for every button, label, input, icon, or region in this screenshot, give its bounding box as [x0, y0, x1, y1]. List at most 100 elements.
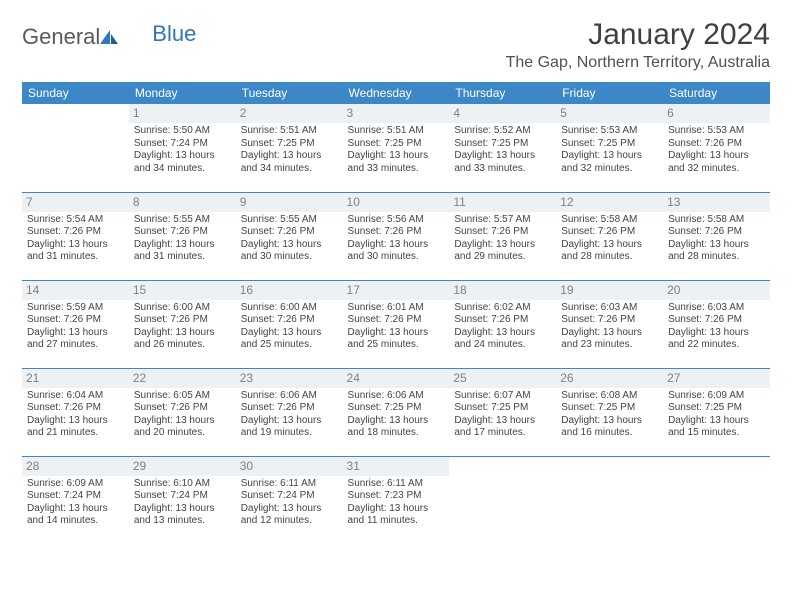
calendar-day-cell: 11Sunrise: 5:57 AMSunset: 7:26 PMDayligh… — [449, 192, 556, 280]
calendar-day-cell: 5Sunrise: 5:53 AMSunset: 7:25 PMDaylight… — [556, 104, 663, 192]
day-info-line: Sunrise: 6:06 AM — [241, 390, 338, 403]
day-info-line: Sunrise: 6:05 AM — [134, 390, 231, 403]
day-number: 14 — [22, 281, 129, 300]
calendar-day-cell: 17Sunrise: 6:01 AMSunset: 7:26 PMDayligh… — [343, 280, 450, 368]
day-info-line: Sunrise: 5:53 AM — [668, 125, 765, 138]
day-info-line: Daylight: 13 hours and 30 minutes. — [241, 239, 338, 264]
calendar-day-cell: 7Sunrise: 5:54 AMSunset: 7:26 PMDaylight… — [22, 192, 129, 280]
day-number: 27 — [663, 369, 770, 388]
day-info-line: Sunset: 7:26 PM — [27, 314, 124, 327]
day-info-line: Sunset: 7:26 PM — [241, 314, 338, 327]
calendar-day-cell: 31 Sunrise: 6:11 AMSunset: 7:23 PMDayligh… — [343, 456, 450, 544]
weekday-header: Friday — [556, 82, 663, 104]
calendar-week-row: 14Sunrise: 5:59 AMSunset: 7:26 PMDayligh… — [22, 280, 770, 368]
day-info-line: Sunset: 7:23 PM — [348, 490, 445, 503]
calendar-day-cell: 10Sunrise: 5:56 AMSunset: 7:26 PMDayligh… — [343, 192, 450, 280]
calendar-day-cell: 3Sunrise: 5:51 AMSunset: 7:25 PMDaylight… — [343, 104, 450, 192]
day-info-line: Daylight: 13 hours and 28 minutes. — [668, 239, 765, 264]
calendar-week-row: 28 Sunrise: 6:09 AMSunset: 7:24 PM Dayligh… — [22, 456, 770, 544]
day-info-line: Daylight: 13 hours and 25 minutes. — [348, 327, 445, 352]
day-info-line: Sunrise: 5:54 AM — [27, 214, 124, 227]
day-info-line: Sunrise: 6:09 AM — [27, 478, 124, 491]
calendar-day-cell: 25Sunrise: 6:07 AMSunset: 7:25 PMDayligh… — [449, 368, 556, 456]
calendar-day-cell: 28Sunrise: 6:09 AMSunset: 7:24 PMDayligh… — [22, 456, 129, 544]
calendar-day-cell: 21Sunrise: 6:04 AMSunset: 7:26 PMDayligh… — [22, 368, 129, 456]
day-number: 3 — [343, 104, 450, 123]
calendar-day-cell: 30Sunrise: 6:11 AMSunset: 7:24 PMDayligh… — [236, 456, 343, 544]
calendar-day-cell: 23Sunrise: 6:06 AMSunset: 7:26 PMDayligh… — [236, 368, 343, 456]
day-info-line: Daylight: 13 hours and 16 minutes. — [561, 415, 658, 440]
calendar-day-cell: 4Sunrise: 5:52 AMSunset: 7:25 PMDaylight… — [449, 104, 556, 192]
day-info-line: Sunrise: 5:55 AM — [134, 214, 231, 227]
day-info-line: Sunset: 7:25 PM — [561, 138, 658, 151]
day-info-line: Sunset: 7:26 PM — [348, 314, 445, 327]
day-info-line: Sunrise: 6:11 AM — [348, 478, 445, 491]
day-info-line: Daylight: 13 hours and 31 minutes. — [134, 239, 231, 264]
title-block: January 2024 The Gap, Northern Territory… — [506, 18, 770, 78]
day-info-line: Daylight: 13 hours and 30 minutes. — [348, 239, 445, 264]
day-number: 29 — [129, 457, 236, 476]
calendar-day-cell: 16 Sunrise: 6:00 AMSunset: 7:26 PMDayligh… — [236, 280, 343, 368]
day-number: 12 — [556, 193, 663, 212]
calendar-day-cell: 29Sunrise: 6:10 AMSunset: 7:24 PMDayligh… — [129, 456, 236, 544]
day-info-line: Sunrise: 5:55 AM — [241, 214, 338, 227]
calendar-week-row: 7Sunrise: 5:54 AMSunset: 7:26 PMDaylight… — [22, 192, 770, 280]
day-info-line: Sunset: 7:26 PM — [668, 226, 765, 239]
weekday-header: Thursday — [449, 82, 556, 104]
day-info-line: Sunset: 7:26 PM — [134, 226, 231, 239]
calendar-week-row: 21Sunrise: 6:04 AMSunset: 7:26 PMDayligh… — [22, 368, 770, 456]
day-info-line: Sunset: 7:24 PM — [27, 490, 124, 503]
day-number: 30 — [236, 457, 343, 476]
day-info-line: Sunset: 7:26 PM — [134, 314, 231, 327]
calendar-day-cell: 1Sunrise: 5:50 AMSunset: 7:24 PMDaylight… — [129, 104, 236, 192]
day-number: 28 — [22, 457, 129, 476]
day-number: 31 — [343, 457, 450, 476]
day-info-line: Sunrise: 6:06 AM — [348, 390, 445, 403]
day-number: 11 — [449, 193, 556, 212]
day-info-line: Sunrise: 5:57 AM — [454, 214, 551, 227]
day-info-line: Sunset: 7:26 PM — [241, 402, 338, 415]
day-info-line: Sunrise: 6:03 AM — [668, 302, 765, 315]
day-info-line: Sunset: 7:26 PM — [668, 314, 765, 327]
day-info-line: Daylight: 13 hours and 31 minutes. — [27, 239, 124, 264]
calendar-day-cell — [22, 104, 129, 192]
weekday-header: Tuesday — [236, 82, 343, 104]
day-info-line: Sunrise: 6:07 AM — [454, 390, 551, 403]
day-info-line: Daylight: 13 hours and 21 minutes. — [27, 415, 124, 440]
day-info-line: Sunset: 7:26 PM — [348, 226, 445, 239]
calendar-day-cell: 6Sunrise: 5:53 AMSunset: 7:26 PMDaylight… — [663, 104, 770, 192]
day-number: 23 — [236, 369, 343, 388]
day-info-line: Daylight: 13 hours and 33 minutes. — [348, 150, 445, 175]
day-info-line: Sunset: 7:25 PM — [348, 402, 445, 415]
calendar-day-cell — [556, 456, 663, 544]
day-info-line: Sunset: 7:26 PM — [27, 402, 124, 415]
day-info-line: Daylight: 13 hours and 18 minutes. — [348, 415, 445, 440]
day-number: 16 — [236, 281, 343, 300]
day-number: 18 — [449, 281, 556, 300]
day-info-line: Sunrise: 6:04 AM — [27, 390, 124, 403]
day-info-line: Sunrise: 6:00 AM — [241, 302, 338, 315]
day-number: 6 — [663, 104, 770, 123]
calendar-day-cell: 15Sunrise: 6:00 AMSunset: 7:26 PMDayligh… — [129, 280, 236, 368]
day-info-line: Daylight: 13 hours and 32 minutes. — [561, 150, 658, 175]
day-info-line: Daylight: 13 hours and 26 minutes. — [134, 327, 231, 352]
calendar-day-cell: 13Sunrise: 5:58 AMSunset: 7:26 PMDayligh… — [663, 192, 770, 280]
day-info-line: Sunset: 7:25 PM — [454, 402, 551, 415]
sail-icon — [98, 28, 120, 46]
day-info-line: Daylight: 13 hours and 24 minutes. — [454, 327, 551, 352]
day-info-line: Daylight: 13 hours and 12 minutes. — [241, 503, 338, 528]
day-info-line: Sunset: 7:26 PM — [561, 314, 658, 327]
day-info-line: Sunrise: 5:59 AM — [27, 302, 124, 315]
day-info-line: Sunset: 7:26 PM — [241, 226, 338, 239]
brand-logo: General Blue — [22, 18, 196, 50]
day-info-line: Daylight: 13 hours and 11 minutes. — [348, 503, 445, 528]
day-info-line: Sunset: 7:26 PM — [134, 402, 231, 415]
day-number: 22 — [129, 369, 236, 388]
day-info-line: Sunrise: 5:58 AM — [668, 214, 765, 227]
day-info-line: Sunrise: 5:56 AM — [348, 214, 445, 227]
day-info-line: Daylight: 13 hours and 25 minutes. — [241, 327, 338, 352]
day-info-line: Daylight: 13 hours and 22 minutes. — [668, 327, 765, 352]
day-info-line: Sunrise: 5:50 AM — [134, 125, 231, 138]
day-info-line: Daylight: 13 hours and 15 minutes. — [668, 415, 765, 440]
day-info-line: Daylight: 13 hours and 13 minutes. — [134, 503, 231, 528]
